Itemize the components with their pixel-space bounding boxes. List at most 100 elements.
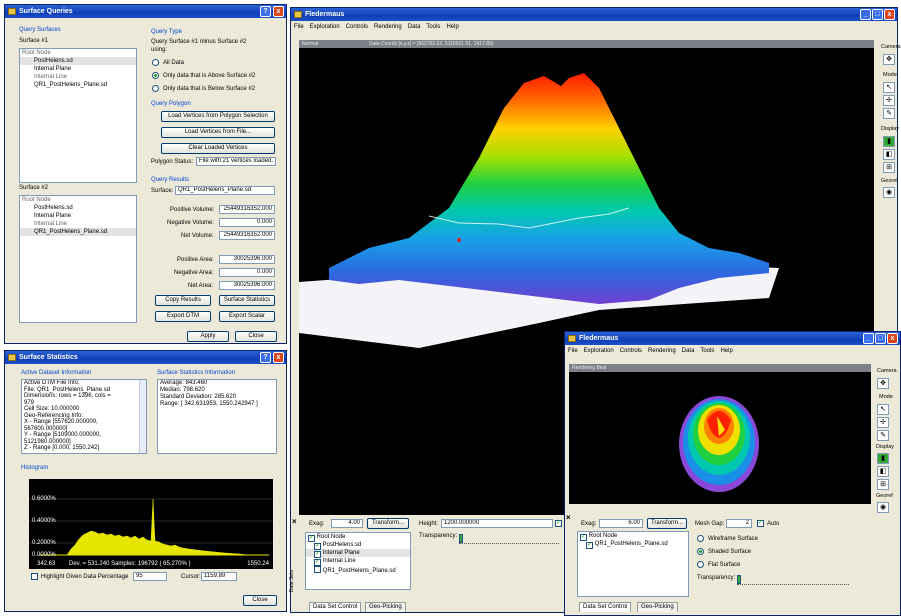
tree-item[interactable]: ✓ Internal Line	[306, 557, 410, 566]
close-panel-icon[interactable]: ×	[292, 517, 297, 526]
help-button[interactable]: ?	[260, 352, 271, 363]
surface-statistics-titlebar[interactable]: Surface Statistics ? x	[5, 351, 286, 364]
highlight-checkbox[interactable]	[31, 573, 38, 580]
transform-button[interactable]: Transform...	[367, 518, 409, 529]
menu-tools[interactable]: Tools	[426, 24, 441, 30]
display-axes-icon[interactable]: ⊞	[883, 162, 895, 173]
export-scalar-button[interactable]: Export Scalar	[219, 311, 275, 322]
transparency-slider-thumb[interactable]	[459, 534, 463, 543]
move-icon[interactable]: ✢	[877, 417, 889, 428]
tree-checkbox[interactable]: ✓	[586, 542, 593, 549]
close-button[interactable]: Close	[243, 595, 277, 606]
display-mode-icon[interactable]: ▮	[877, 453, 889, 464]
maximize-button[interactable]: □	[875, 333, 886, 344]
info-scrollbar[interactable]	[139, 380, 146, 453]
close-icon[interactable]: x	[884, 9, 895, 20]
radio-below-surface[interactable]	[152, 85, 159, 92]
tree-item[interactable]: Internal Line	[34, 221, 68, 227]
menu-exploration[interactable]: Exploration	[309, 24, 340, 30]
menu-help[interactable]: Help	[720, 348, 733, 354]
tree-item[interactable]: PostHelens.sd	[20, 57, 136, 65]
surface-queries-titlebar[interactable]: Surface Queries ? x	[5, 5, 286, 18]
mesh-gap-field[interactable]: 2	[726, 519, 752, 528]
display-axes-icon[interactable]: ⊞	[877, 479, 889, 490]
dataset-tree[interactable]: ✓ Root Node ✓ PostHelens.sd ✓ Internal P…	[305, 532, 411, 590]
exag-field[interactable]: 6.00	[599, 519, 643, 528]
tree-item[interactable]: QR1_PostHelens_Plane.sd	[34, 82, 108, 88]
tree-item[interactable]: ✓ Internal Plane	[306, 549, 410, 558]
radio-wireframe[interactable]	[697, 535, 704, 542]
height-checkbox[interactable]: ✓	[555, 520, 562, 527]
pointer-icon[interactable]: ↖	[877, 404, 889, 415]
exag-field[interactable]: 4.00	[331, 519, 363, 528]
tree-item[interactable]: QR1_PostHelens_Plane.sd	[20, 228, 136, 236]
minimize-button[interactable]: _	[863, 333, 874, 344]
menu-tools[interactable]: Tools	[700, 348, 715, 354]
menu-file[interactable]: File	[294, 24, 304, 30]
menu-help[interactable]: Help	[446, 24, 459, 30]
display-mode-icon[interactable]: ▮	[883, 136, 895, 147]
menu-rendering[interactable]: Rendering	[374, 24, 402, 30]
active-dataset-info[interactable]: Active DTM File Info: File: QR1_PostHele…	[21, 379, 147, 454]
globe-icon[interactable]: ◉	[877, 502, 889, 513]
surface-statistics-button[interactable]: Surface Statistics	[219, 295, 275, 306]
data-sets-vertical-tab[interactable]: Data Sets	[288, 570, 295, 592]
close-panel-icon[interactable]: ×	[566, 513, 571, 522]
tree-item[interactable]: Internal Plane	[34, 213, 72, 219]
menu-rendering[interactable]: Rendering	[648, 348, 676, 354]
highlight-percentage-field[interactable]: 95	[133, 572, 167, 581]
pointer-icon[interactable]: ↖	[883, 82, 895, 93]
help-button[interactable]: ?	[260, 6, 271, 17]
tab-geo-picking[interactable]: Geo-Picking	[637, 602, 678, 612]
apply-button[interactable]: Apply	[187, 331, 229, 342]
tree-item[interactable]: Root Node	[22, 50, 51, 56]
select-icon[interactable]: ✎	[877, 430, 889, 441]
radio-wireframe-label[interactable]: Wireframe Surface	[708, 536, 759, 542]
maximize-button[interactable]: □	[872, 9, 883, 20]
close-button[interactable]: Close	[235, 331, 277, 342]
histogram-panel[interactable]: 0.6000% 0.4000% 0.2000% 0.0000% 342.63 D…	[29, 479, 273, 569]
dataset-tree[interactable]: ✓ Root Node ✓ QR1_PostHelens_Plane.sd	[577, 531, 689, 597]
radio-below-surface-label[interactable]: Only data that is Below Surface #2	[163, 86, 256, 92]
menu-file[interactable]: File	[568, 348, 578, 354]
transparency-slider[interactable]	[459, 538, 559, 544]
secondary-titlebar[interactable]: Fledermaus _ □ x	[565, 332, 900, 345]
tree-item[interactable]: Root Node	[22, 197, 51, 203]
export-dtm-button[interactable]: Export DTM	[155, 311, 211, 322]
radio-shaded-label[interactable]: Shaded Surface	[708, 549, 752, 555]
auto-checkbox[interactable]: ✓	[757, 520, 764, 527]
menu-controls[interactable]: Controls	[619, 348, 643, 354]
main-titlebar[interactable]: Fledermaus _ □ x	[291, 8, 897, 21]
camera-icon[interactable]: ✥	[883, 54, 895, 65]
tab-data-set-control[interactable]: Data Set Control	[579, 602, 632, 612]
menu-data[interactable]: Data	[407, 24, 421, 30]
tree-checkbox[interactable]: ✓	[314, 551, 321, 558]
tree-item[interactable]: ✓ PostHelens.sd	[306, 541, 410, 550]
tab-data-set-control[interactable]: Data Set Control	[309, 602, 362, 612]
height-field[interactable]: 1200.000000	[441, 519, 553, 528]
tree-item[interactable]: Internal Line	[34, 74, 68, 80]
tree-checkbox[interactable]: ✓	[580, 534, 587, 541]
radio-flat-label[interactable]: Flat Surface	[708, 562, 741, 568]
radio-flat[interactable]	[697, 561, 704, 568]
surface1-tree[interactable]: Root Node PostHelens.sd Internal Plane I…	[19, 48, 137, 183]
tree-item[interactable]: Internal Plane	[34, 66, 72, 72]
close-icon[interactable]: x	[273, 352, 284, 363]
radio-all-data-label[interactable]: All Data	[163, 60, 185, 66]
tree-item[interactable]: ✓ Root Node	[578, 532, 688, 541]
move-icon[interactable]: ✢	[883, 95, 895, 106]
clear-vertices-button[interactable]: Clear Loaded Vertices	[161, 143, 275, 154]
tree-item[interactable]: QR1_PostHelens_Plane.sd	[306, 565, 410, 574]
copy-results-button[interactable]: Copy Results	[155, 295, 211, 306]
load-vertices-selection-button[interactable]: Load Vertices from Polygon Selection	[161, 111, 275, 122]
transform-button[interactable]: Transform...	[647, 518, 687, 529]
menu-controls[interactable]: Controls	[345, 24, 369, 30]
tree-item[interactable]: ✓ Root Node	[306, 533, 410, 542]
camera-icon[interactable]: ✥	[877, 378, 889, 389]
close-icon[interactable]: x	[273, 6, 284, 17]
radio-shaded[interactable]	[697, 548, 704, 555]
tree-checkbox[interactable]: ✓	[314, 543, 321, 550]
globe-icon[interactable]: ◉	[883, 187, 895, 198]
tree-item[interactable]: ✓ QR1_PostHelens_Plane.sd	[578, 540, 688, 549]
surface2-tree[interactable]: Root Node PostHelens.sd Internal Plane I…	[19, 195, 137, 323]
